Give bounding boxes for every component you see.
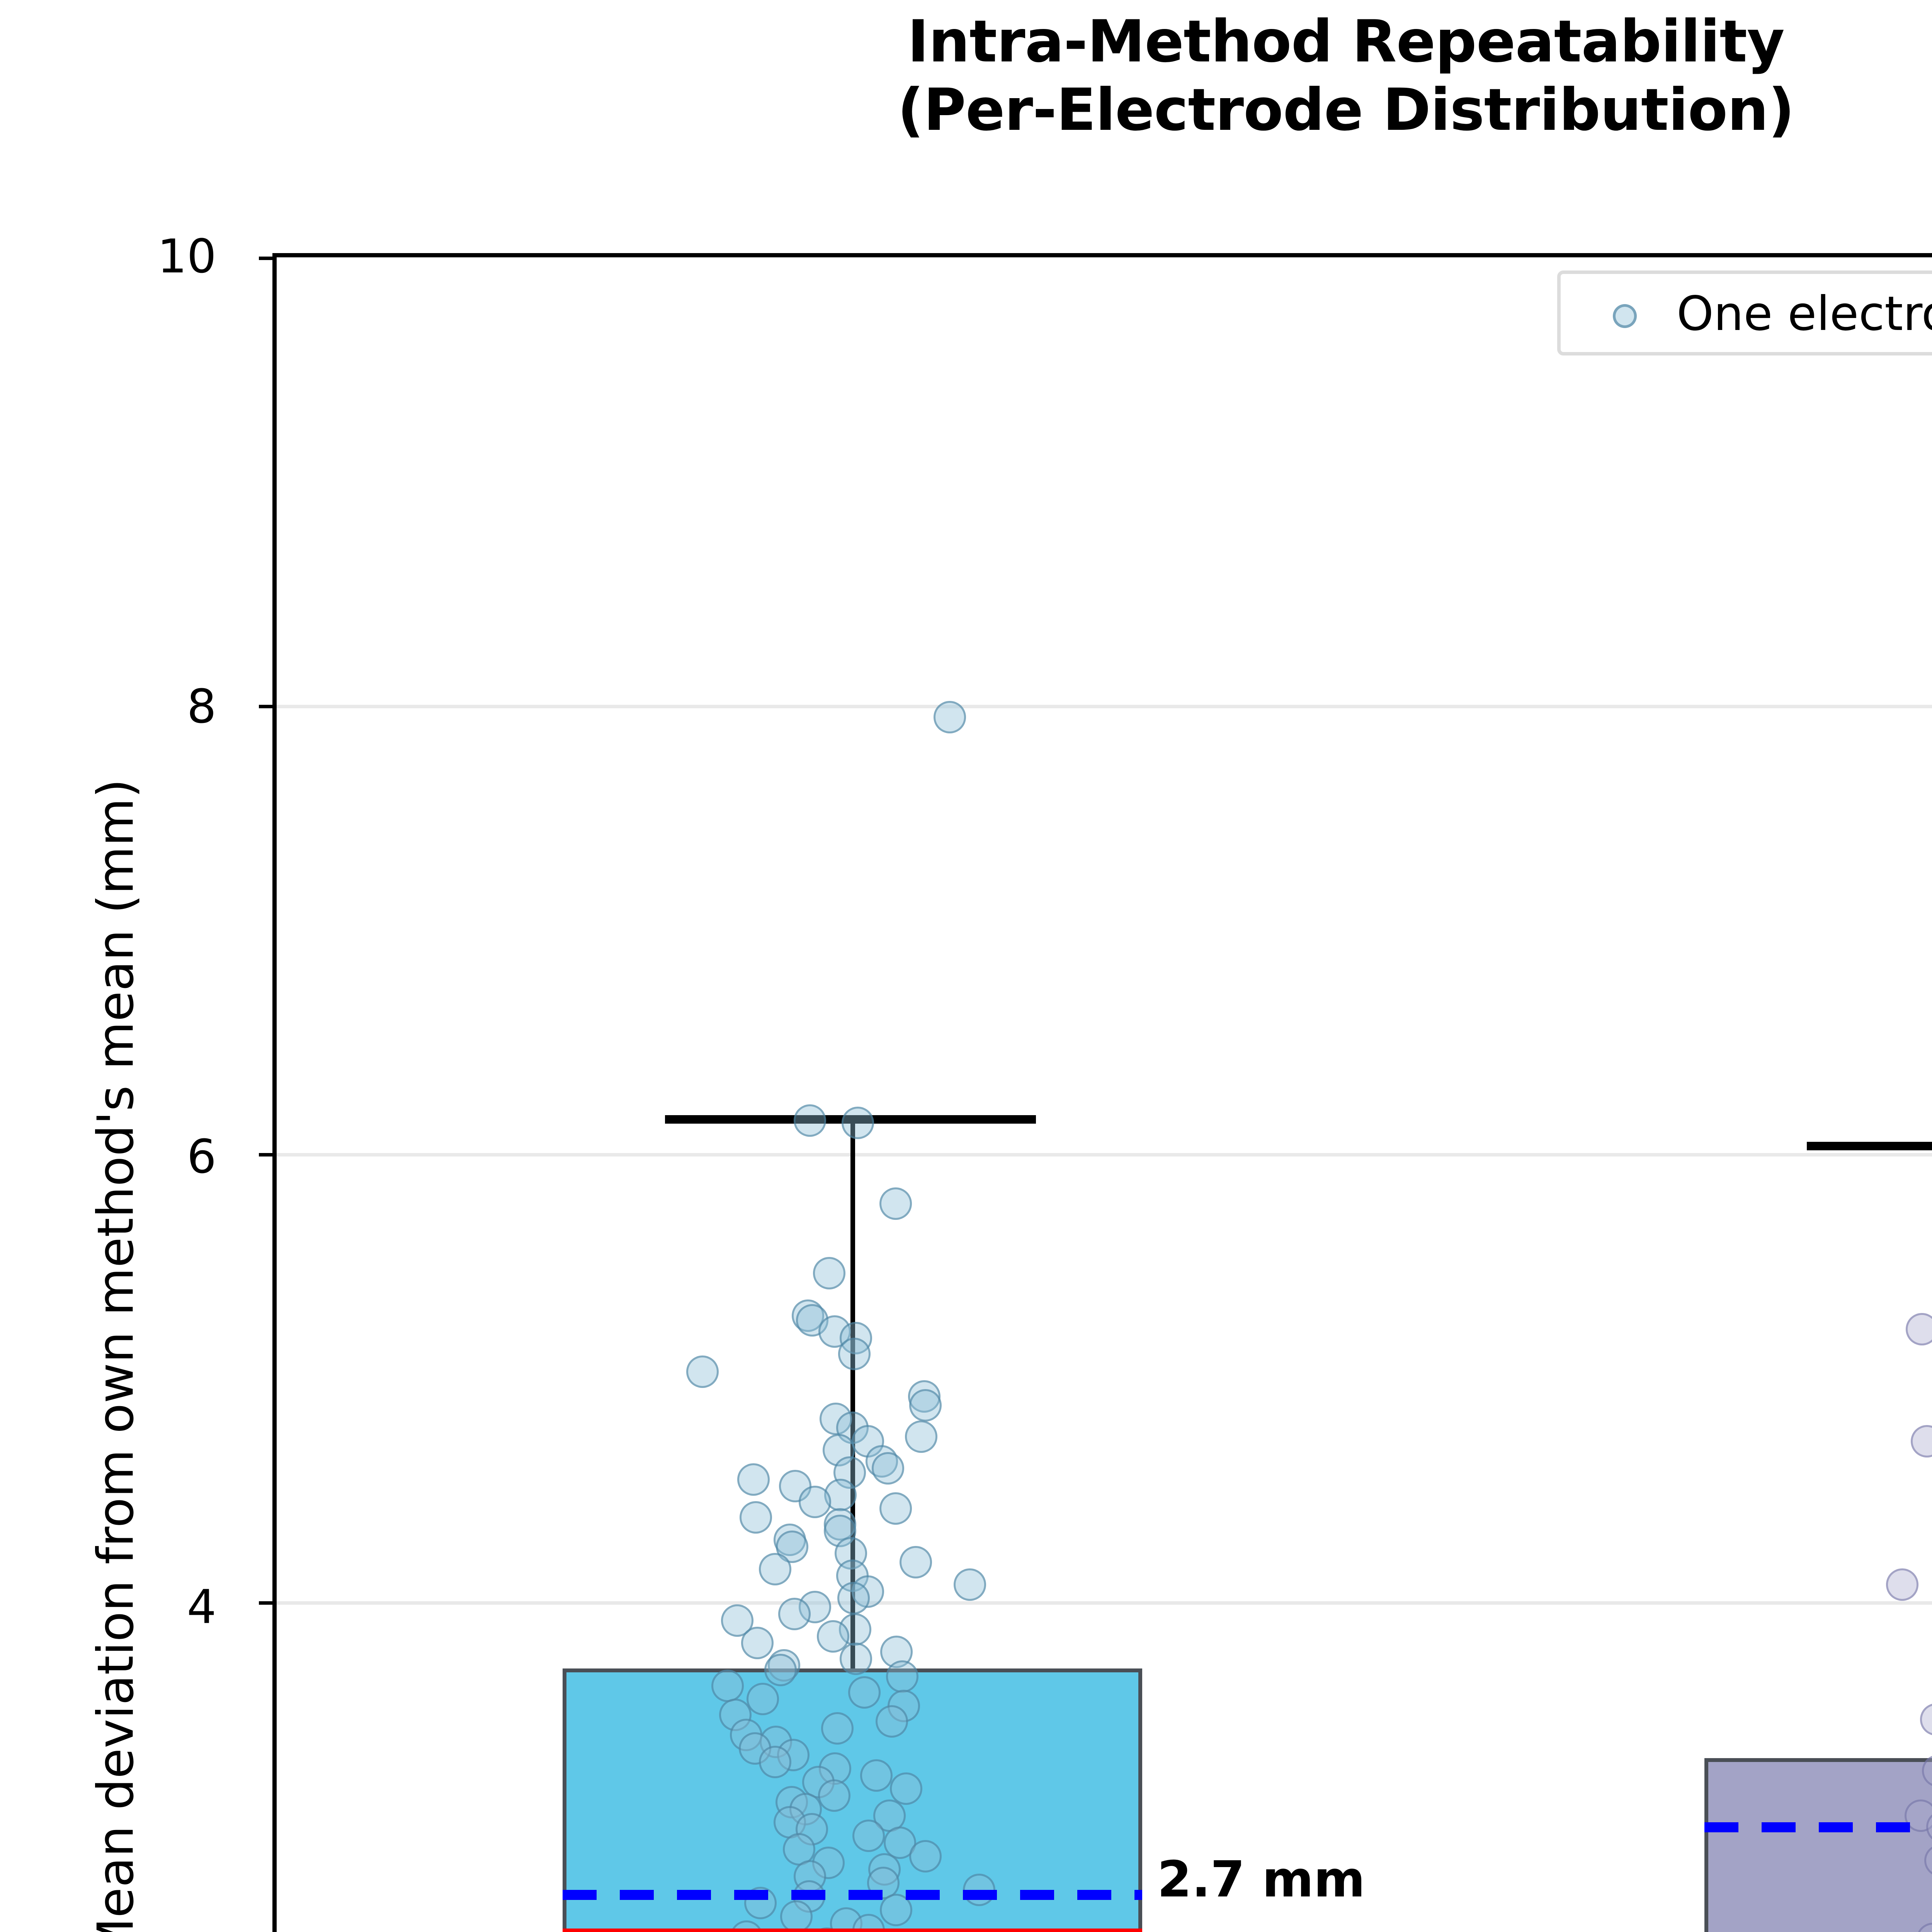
gridline-4 <box>277 1601 1932 1605</box>
box1-mean-annotation: 2.7 mm <box>1157 1851 1366 1908</box>
y-tick-label-8: 8 <box>187 680 216 734</box>
scatter-point <box>798 1485 831 1518</box>
scatter-point <box>954 1568 986 1601</box>
scatter-point <box>886 1660 919 1693</box>
y-tick-10 <box>259 257 277 260</box>
scatter-point <box>879 1492 912 1525</box>
scatter-point <box>839 1642 872 1675</box>
y-tick-4 <box>259 1601 277 1605</box>
scatter-point <box>776 1530 808 1563</box>
y-tick-label-6: 6 <box>187 1130 216 1184</box>
box2-whisker-cap-upper <box>1807 1142 1932 1150</box>
box2-iqr-rect <box>1704 1758 1932 1932</box>
chart-title: Intra-Method Repeatability (Per-Electrod… <box>0 8 1932 145</box>
plot-area <box>259 253 1932 1932</box>
legend-observation-label: One electrode observation <box>1677 286 1932 341</box>
y-axis-label: Mean deviation from own method's mean (m… <box>87 779 145 1932</box>
scatter-point <box>821 1712 854 1745</box>
scatter-point <box>1910 1425 1932 1458</box>
scatter-point <box>852 1820 885 1852</box>
y-tick-label-4: 4 <box>187 1580 216 1634</box>
scatter-point <box>1920 1703 1932 1736</box>
scatter-point <box>841 1106 874 1139</box>
scatter-point <box>764 1653 797 1686</box>
scatter-point <box>778 1597 811 1630</box>
scatter-point <box>963 1873 996 1906</box>
scatter-point <box>838 1337 871 1370</box>
box1-iqr-rect <box>563 1668 1142 1932</box>
box1-mean-line <box>563 1890 1142 1900</box>
scatter-point <box>739 1501 772 1534</box>
scatter-point <box>837 1582 870 1615</box>
scatter-point <box>1906 1313 1932 1345</box>
scatter-point <box>909 1389 942 1422</box>
scatter-point <box>686 1355 719 1388</box>
scatter-point <box>780 1900 813 1932</box>
y-tick-label-10: 10 <box>157 230 216 284</box>
scatter-point <box>848 1676 881 1709</box>
y-tick-6 <box>259 1153 277 1156</box>
box1-median-line <box>563 1929 1142 1932</box>
scatter-point <box>741 1627 774 1660</box>
scatter-point <box>711 1669 744 1702</box>
gridline-8 <box>277 705 1932 708</box>
scatter-point <box>747 1683 779 1716</box>
scatter-point <box>890 1772 923 1805</box>
chart-title-line-1: Intra-Method Repeatability <box>907 8 1784 75</box>
scatter-point <box>871 1452 904 1485</box>
y-tick-8 <box>259 705 277 708</box>
scatter-point <box>905 1420 937 1453</box>
scatter-point <box>879 1187 912 1220</box>
chart-legend[interactable]: = Median One electrode observation <box>1557 270 1932 355</box>
scatter-point <box>759 1745 791 1778</box>
scatter-point <box>793 1104 826 1137</box>
scatter-point <box>900 1546 932 1579</box>
scatter-point <box>909 1840 942 1872</box>
box2-mean-line <box>1704 1822 1932 1832</box>
scatter-point <box>759 1553 791 1585</box>
chart-title-line-2: (Per-Electrode Distribution) <box>897 77 1794 144</box>
scatter-point <box>876 1705 908 1738</box>
scatter-point <box>860 1759 893 1792</box>
legend-observation-marker-icon <box>1613 304 1637 328</box>
scatter-point <box>737 1463 770 1496</box>
gridline-6 <box>277 1153 1932 1156</box>
scatter-point <box>1886 1568 1919 1601</box>
scatter-point <box>813 1257 846 1289</box>
scatter-point <box>934 701 966 733</box>
scatter-point <box>818 1779 850 1812</box>
